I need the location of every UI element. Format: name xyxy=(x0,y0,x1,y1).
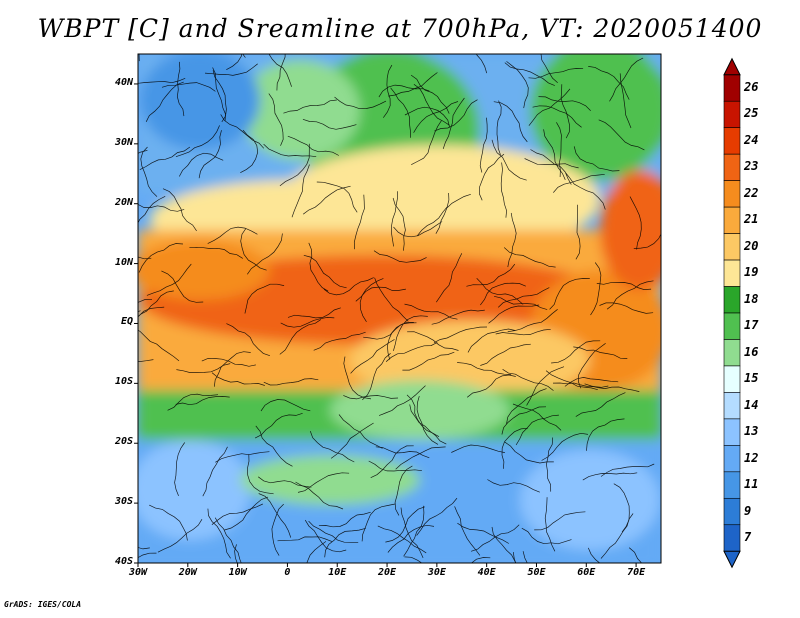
colorbar-swatch xyxy=(723,524,741,552)
colorbar-swatch xyxy=(723,497,741,526)
colorbar-label: 23 xyxy=(744,159,759,174)
lon-tick-label: 20W xyxy=(178,567,197,578)
lon-tick-label: 60E xyxy=(577,567,596,578)
lat-tick-label: EQ xyxy=(120,316,133,328)
colorbar-swatch xyxy=(723,365,741,393)
colorbar-label: 17 xyxy=(744,318,759,333)
map-frame xyxy=(137,53,662,564)
lat-tick-label: 10N xyxy=(114,256,133,268)
map-title: WBPT [C] and Sreamline at 700hPa, VT: 20… xyxy=(37,14,763,43)
colorbar-label: 9 xyxy=(744,503,752,518)
lon-tick-label: 10E xyxy=(328,567,347,578)
lat-tick-label: 30N xyxy=(114,136,133,148)
lon-tick-label: 20E xyxy=(378,567,397,578)
lon-tick-label: 50E xyxy=(527,567,546,578)
colorbar-label: 26 xyxy=(744,80,759,94)
colorbar-label: 18 xyxy=(744,291,759,306)
lat-tick-label: 40N xyxy=(114,76,133,88)
colorbar-swatch xyxy=(723,418,741,446)
colorbar-swatch xyxy=(723,180,741,208)
colorbar-label: 16 xyxy=(744,344,759,359)
lon-tick-label: 30W xyxy=(128,567,148,578)
map-field xyxy=(138,54,661,563)
colorbar-swatch xyxy=(723,286,741,314)
colorbar-swatch xyxy=(723,127,741,155)
colorbar-swatch xyxy=(723,445,741,473)
colorbar-swatch xyxy=(723,100,741,129)
lat-tick-label: 40S xyxy=(114,556,133,567)
colorbar-label: 12 xyxy=(744,450,759,465)
colorbar-label: 20 xyxy=(744,238,759,253)
colorbar-label: 15 xyxy=(744,371,759,386)
lat-tick-label: 20N xyxy=(114,196,133,208)
colorbar-label: 7 xyxy=(744,530,752,544)
colorbar-swatch xyxy=(723,153,741,181)
colorbar-swatch xyxy=(723,339,741,367)
colorbar-swatch xyxy=(723,392,741,420)
colorbar-arrow-top xyxy=(723,57,741,76)
lon-tick-label: 70E xyxy=(627,567,646,578)
colorbar-label: 25 xyxy=(744,106,759,121)
colorbar-arrow-bottom xyxy=(723,550,741,569)
lon-tick-label: 0 xyxy=(284,567,291,578)
colorbar-label: 11 xyxy=(744,477,759,492)
colorbar-label: 21 xyxy=(744,212,759,227)
colorbar-label: 22 xyxy=(744,185,759,200)
lat-tick-label: 20S xyxy=(114,436,133,448)
colorbar-label: 13 xyxy=(744,424,759,439)
colorbar-swatch xyxy=(723,206,741,234)
colorbar-label: 14 xyxy=(744,397,759,412)
credit-text: GrADS: IGES/COLA xyxy=(4,600,82,609)
lat-tick-label: 30S xyxy=(114,496,133,508)
lon-tick-label: 10W xyxy=(228,567,247,578)
colorbar-swatch xyxy=(723,312,741,340)
colorbar-swatch xyxy=(723,259,741,287)
colorbar-label: 24 xyxy=(744,132,759,147)
lon-tick-label: 40E xyxy=(477,567,496,578)
colorbar-swatch xyxy=(723,233,741,261)
colorbar-swatch xyxy=(723,471,741,499)
lon-tick-label: 30E xyxy=(427,567,446,578)
lat-tick-label: 10S xyxy=(114,376,133,388)
colorbar-swatch xyxy=(723,74,741,102)
colorbar-label: 19 xyxy=(744,265,759,280)
